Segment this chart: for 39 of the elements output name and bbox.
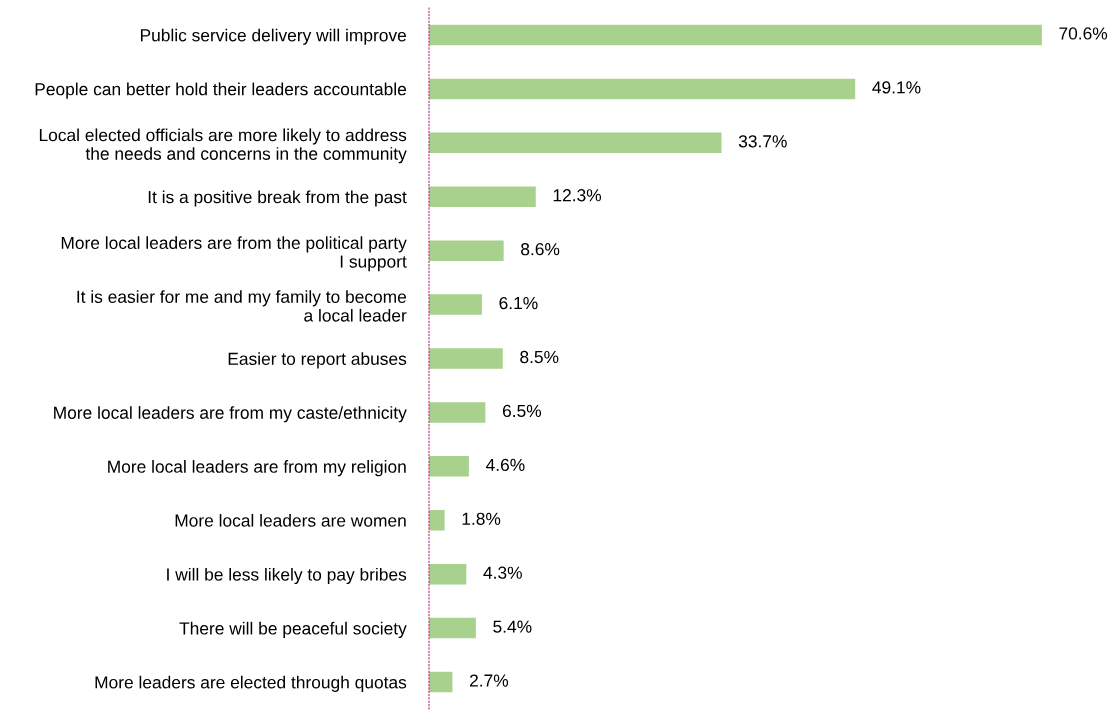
data-label: 4.6%: [485, 458, 525, 472]
y-tick-label: I will be less likely to pay bribes: [167, 567, 407, 585]
bar: [429, 671, 453, 693]
data-label: 2.7%: [469, 674, 509, 687]
data-label: 8.5%: [520, 350, 559, 364]
data-label: 6.5%: [502, 404, 542, 418]
y-tick-label: Easier to report abuses: [228, 352, 407, 369]
bar: [429, 132, 722, 154]
data-label: 49.1%: [872, 81, 921, 94]
y-tick-label: More local leaders are from the political party I support: [61, 236, 407, 272]
bar: [429, 24, 1042, 46]
y-tick-label: More local leaders are women: [175, 513, 406, 527]
y-tick-label: Public service delivery will improve: [140, 28, 407, 45]
data-label: 4.3%: [483, 566, 522, 579]
data-label: 5.4%: [493, 620, 532, 633]
data-label: 33.7%: [738, 135, 787, 148]
y-tick-label: Local elected officials are more likely to address the needs and concerns in the community: [39, 128, 407, 164]
data-label: 1.8%: [462, 512, 501, 525]
bar: [429, 563, 467, 585]
y-tick-label: It is easier for me and my family to become a local leader: [77, 290, 407, 322]
y-tick-label: People can better hold their leaders accountable: [35, 82, 407, 99]
data-label: 70.6%: [1059, 27, 1108, 40]
bar: [429, 348, 503, 369]
bar: [429, 186, 536, 207]
bar: [429, 240, 504, 261]
bar: [429, 294, 482, 315]
y-tick-label: More local leaders are from my caste/ethnicity: [54, 406, 407, 423]
bar: [429, 617, 476, 639]
data-label: 12.3%: [553, 189, 602, 202]
bar: [429, 78, 856, 100]
data-label: 6.1%: [499, 296, 538, 310]
bar: [429, 402, 486, 423]
y-tick-label: It is a positive break from the past: [148, 190, 407, 207]
y-tick-label: More leaders are elected through quotas: [95, 675, 407, 692]
bar: [429, 510, 445, 531]
bar: [429, 456, 469, 477]
y-tick-label: More local leaders are from my religion: [108, 460, 406, 477]
y-tick-label: There will be peaceful society: [179, 621, 407, 639]
data-label: 8.6%: [521, 243, 560, 256]
